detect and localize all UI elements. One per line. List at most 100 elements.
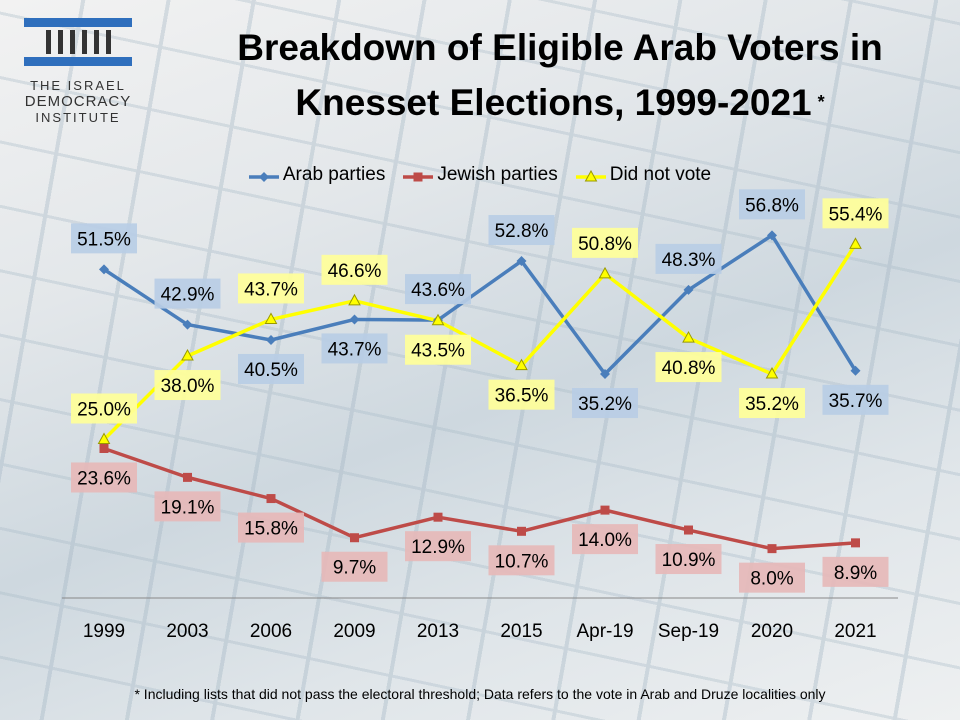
data-label: 15.8% [244,519,298,540]
x-tick-label: 2006 [250,621,292,642]
footnote: * Including lists that did not pass the … [134,686,826,702]
chart-title: Breakdown of Eligible Arab Voters in Kne… [160,20,960,130]
data-point-marker [348,293,361,306]
data-label-box [321,551,388,582]
data-label: 35.2% [745,394,799,415]
data-label-box [154,370,221,401]
data-label: 48.3% [662,250,716,271]
data-label: 35.7% [829,391,883,412]
data-label-box [572,388,638,419]
data-point-marker [350,533,359,543]
data-label-box [822,198,889,229]
logo-text-3: INSTITUTE [35,110,121,125]
data-point-marker [683,284,694,295]
data-label-box [238,353,304,384]
data-point-marker [349,314,360,325]
data-point-marker [266,334,276,345]
data-label: 50.8% [578,234,632,255]
legend-diamond-icon [248,168,279,182]
data-label-box [238,273,304,304]
series-line-arab-parties [103,233,857,376]
data-label-box [739,189,805,220]
data-label-box [822,556,889,587]
data-label: 35.2% [578,394,632,415]
data-point-marker [99,264,109,275]
data-label: 38.0% [161,376,215,397]
legend-square-icon [403,168,434,182]
title-line-1: Breakdown of Eligible Arab Voters in [237,27,883,68]
data-point-marker [183,472,192,482]
legend-label: Jewish parties [437,164,558,185]
data-label-box [655,544,722,575]
data-point-marker [767,544,777,554]
data-label-box [572,227,638,258]
data-label-box [71,223,137,254]
legend: Arab parties Jewish parties Did not vote [0,164,960,186]
data-label: 19.1% [161,497,215,518]
x-tick-label: Sep-19 [658,621,719,642]
title-asterisk: * [817,92,825,112]
data-point-marker [765,366,779,379]
data-point-marker [515,358,528,371]
legend-item: Jewish parties [403,164,558,186]
data-point-marker [851,538,860,548]
data-point-marker [516,256,527,267]
x-tick-label: 2009 [333,621,375,642]
logo-text-1: THE ISRAEL [30,78,126,93]
data-label-box [405,274,471,305]
x-tick-label: 1999 [83,621,125,642]
data-label-box [739,388,805,419]
data-point-marker [767,230,777,241]
data-point-marker [849,237,862,249]
data-point-marker [97,432,111,444]
data-label-box [238,512,304,543]
series-line-did-not-vote [102,243,857,441]
logo-base [24,57,132,66]
data-point-marker [684,525,693,535]
x-tick-label: 2003 [166,621,208,642]
legend-item: Did not vote [575,164,711,186]
data-label: 43.5% [411,341,465,362]
x-tick-label: Apr-19 [576,621,633,642]
data-point-marker [181,349,194,361]
data-label: 8.0% [750,569,793,590]
data-label-box [405,334,471,365]
data-label: 23.6% [77,468,131,489]
data-label-box [405,531,471,562]
data-label: 14.0% [578,530,632,551]
logo-roof [24,18,132,27]
data-label: 52.8% [495,221,549,242]
series-line-jewish-parties [103,446,856,551]
data-point-marker [600,369,610,380]
data-label: 42.9% [161,285,215,306]
data-label-box [655,352,722,383]
data-label: 56.8% [745,195,799,216]
legend-item: Arab parties [248,164,385,186]
data-point-marker [433,512,443,522]
data-label-box [655,243,722,274]
x-tick-label: 2021 [834,621,876,642]
logo-text-2: DEMOCRACY [24,93,132,110]
data-label-box [321,254,388,285]
data-point-marker [99,443,109,453]
data-label: 36.5% [495,386,549,407]
data-label: 43.7% [328,339,382,360]
data-point-marker [598,266,612,279]
data-label: 43.6% [411,280,465,301]
data-label: 51.5% [77,229,131,250]
data-label-box [71,393,137,424]
data-point-marker [266,494,276,504]
data-label-box [572,524,638,555]
data-label: 46.6% [328,261,382,282]
data-point-marker [682,331,695,343]
idi-logo: THE ISRAEL DEMOCRACY INSTITUTE [18,18,138,126]
data-label: 40.5% [244,360,298,381]
data-label: 43.7% [244,279,298,300]
data-label-box [488,545,555,576]
x-tick-label: 2020 [751,621,793,642]
data-label-box [488,215,555,246]
data-point-marker [600,505,610,515]
data-label: 9.7% [333,558,376,579]
